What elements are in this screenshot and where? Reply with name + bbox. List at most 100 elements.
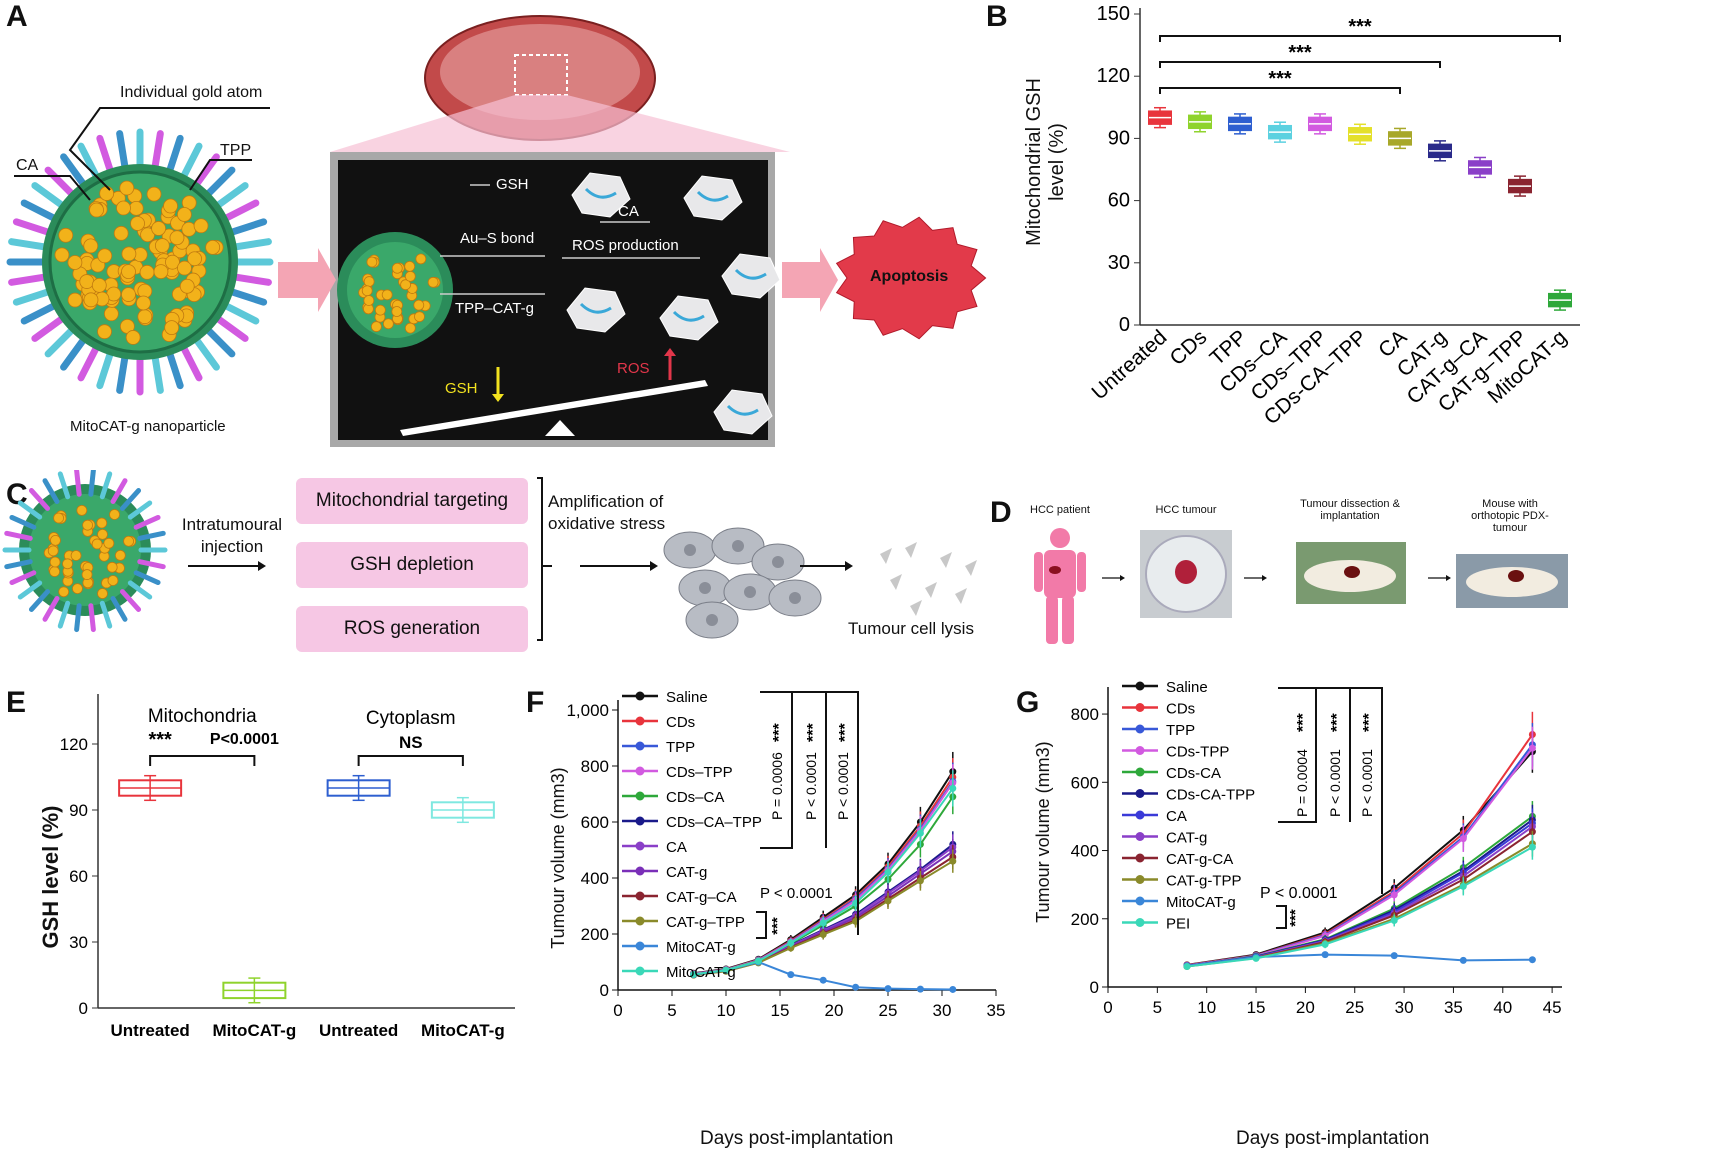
y-tick-label: 1,000 xyxy=(566,701,609,720)
step-dissection: Tumour dissection & implantation xyxy=(1300,498,1400,522)
legend-marker xyxy=(1135,746,1145,755)
data-point xyxy=(884,985,892,993)
stars: *** xyxy=(805,723,822,742)
panel-label-b: B xyxy=(986,0,1008,33)
stars: *** xyxy=(1361,713,1378,732)
legend-label: CAT-g-CA xyxy=(1166,851,1233,868)
legend-marker xyxy=(1135,681,1145,691)
significance-bracket xyxy=(149,755,256,766)
legend-marker xyxy=(1135,853,1145,863)
data-point xyxy=(819,976,827,984)
panel-d-graphics xyxy=(1034,528,1568,644)
legend-label: CA xyxy=(666,839,687,856)
legend-marker xyxy=(635,941,645,951)
x-tick-label: 25 xyxy=(879,1001,898,1020)
legend-label: TPP xyxy=(666,739,695,756)
x-tick-label: 20 xyxy=(825,1001,844,1020)
data-point xyxy=(916,985,924,993)
y-tick-label: 60 xyxy=(69,867,88,886)
p-value: P < 0.0001 xyxy=(1260,885,1338,902)
significance-label: *** xyxy=(1288,42,1312,64)
chart-f: 0 200 400 600 800 1,000 0 5 10 15 20 25 30 35 Saline CD… xyxy=(566,689,1005,1020)
legend-marker xyxy=(1135,767,1145,777)
series-line-4 xyxy=(1186,815,1533,967)
legend-label: CDs xyxy=(1166,701,1195,718)
significance-bracket xyxy=(1159,61,1441,68)
p-value: P < 0.0001 xyxy=(1327,749,1343,817)
category-label: MitoCAT-g xyxy=(421,1021,505,1040)
data-point xyxy=(754,957,762,965)
y-tick-label: 600 xyxy=(1071,773,1099,792)
data-point xyxy=(1528,843,1536,851)
series-line-7 xyxy=(1186,825,1533,968)
chart-b-ylabel: Mitochondrial GSH level (%) xyxy=(1023,78,1068,246)
legend-marker xyxy=(635,966,645,976)
legend-marker xyxy=(635,691,645,701)
stars: *** xyxy=(1329,713,1346,732)
data-point xyxy=(1183,963,1191,971)
data-point xyxy=(852,983,860,991)
legend-label: CDs xyxy=(666,714,695,731)
data-point xyxy=(787,939,795,947)
x-tick-label: 10 xyxy=(717,1001,736,1020)
significance-bracket xyxy=(760,691,793,849)
stars: *** xyxy=(769,917,786,935)
legend-label: CDs-TPP xyxy=(1166,744,1229,761)
legend-label: CAT-g–TPP xyxy=(666,914,745,931)
step-hcc-tumour: HCC tumour xyxy=(1155,504,1217,516)
significance-p: P<0.0001 xyxy=(210,731,279,748)
category-label: Untreated xyxy=(319,1021,398,1040)
x-tick-label: 20 xyxy=(1296,998,1315,1017)
series-line-11 xyxy=(1186,846,1533,968)
y-tick-label: 0 xyxy=(600,981,609,1000)
data-point xyxy=(949,857,957,865)
legend-label: TPP xyxy=(1166,722,1195,739)
step-pdx-mouse: Mouse with orthotopic PDX-tumour xyxy=(1471,498,1549,534)
box-gsh-depletion: GSH depletion xyxy=(296,542,528,588)
data-point xyxy=(787,971,795,979)
x-tick-label: 15 xyxy=(1247,998,1266,1017)
legend-marker xyxy=(635,791,645,801)
legend-label: CAT-g-TPP xyxy=(1166,873,1242,890)
label-ros: ROS xyxy=(617,360,650,377)
significance-bracket xyxy=(1159,87,1401,94)
legend-marker xyxy=(1135,896,1145,906)
legend-marker xyxy=(635,741,645,751)
amplification-label: Amplification of oxidative stress xyxy=(548,492,666,533)
y-tick-label: 60 xyxy=(1108,190,1130,212)
data-point xyxy=(819,919,827,927)
chart-g-xlabel: Days post-implantation xyxy=(1236,1128,1430,1149)
significance-stars: *** xyxy=(148,729,172,751)
panel-label-d: D xyxy=(990,496,1012,529)
chart-g-ylabel-text: Tumour volume (mm3) xyxy=(1033,741,1053,923)
legend-marker xyxy=(635,866,645,876)
legend-label: CAT-g–CA xyxy=(666,889,737,906)
legend-marker xyxy=(1135,703,1145,712)
series-line-8 xyxy=(1186,830,1533,968)
legend-label: CDs–TPP xyxy=(666,764,733,781)
group-label: Cytoplasm xyxy=(366,708,456,729)
legend-label: CDs-CA-TPP xyxy=(1166,787,1255,804)
nano-caption: MitoCAT-g nanoparticle xyxy=(70,418,226,435)
data-point xyxy=(949,784,957,792)
y-tick-label: 120 xyxy=(60,735,88,754)
data-point xyxy=(690,970,698,978)
label-gsh-low: GSH xyxy=(445,380,478,397)
significance-bracket xyxy=(756,911,767,939)
chart-e: 0 30 60 90 120 Untreated MitoCAT-g Untreated Mit… xyxy=(60,694,515,1040)
data-point xyxy=(1390,952,1398,960)
label-ca-cell: CA xyxy=(618,203,639,220)
legend-label: CDs–CA–TPP xyxy=(666,814,762,831)
legend-label: MitoCAT-g xyxy=(1166,894,1236,911)
legend-marker xyxy=(1135,810,1145,820)
significance-ns: NS xyxy=(399,733,423,752)
label-ros-production: ROS production xyxy=(572,237,679,254)
lysis-label: Tumour cell lysis xyxy=(848,619,974,638)
x-tick-label: 5 xyxy=(1153,998,1162,1017)
chart-f-ylabel: Tumour volume (mm3) xyxy=(548,758,569,958)
legend-marker xyxy=(1135,918,1145,927)
data-point xyxy=(787,944,795,952)
data-point xyxy=(916,877,924,885)
y-tick-label: 0 xyxy=(79,999,88,1018)
x-tick-label: 5 xyxy=(667,1001,676,1020)
